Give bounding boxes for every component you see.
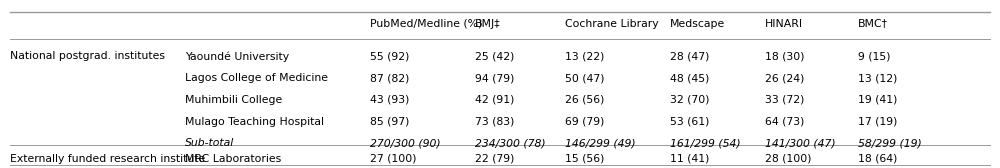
Text: 43 (93): 43 (93) <box>370 95 409 105</box>
Text: 28 (47): 28 (47) <box>670 51 709 61</box>
Text: Sub-total: Sub-total <box>185 138 234 148</box>
Text: 87 (82): 87 (82) <box>370 73 409 83</box>
Text: 48 (45): 48 (45) <box>670 73 709 83</box>
Text: 19 (41): 19 (41) <box>858 95 897 105</box>
Text: 18 (30): 18 (30) <box>765 51 804 61</box>
Text: 73 (83): 73 (83) <box>475 117 514 127</box>
Text: 50 (47): 50 (47) <box>565 73 604 83</box>
Text: 146/299 (49): 146/299 (49) <box>565 138 636 148</box>
Text: 13 (12): 13 (12) <box>858 73 897 83</box>
Text: 9 (15): 9 (15) <box>858 51 891 61</box>
Text: Muhimbili College: Muhimbili College <box>185 95 282 105</box>
Text: 15 (56): 15 (56) <box>565 154 604 164</box>
Text: Lagos College of Medicine: Lagos College of Medicine <box>185 73 328 83</box>
Text: 69 (79): 69 (79) <box>565 117 604 127</box>
Text: MRC Laboratories: MRC Laboratories <box>185 154 281 164</box>
Text: 26 (24): 26 (24) <box>765 73 804 83</box>
Text: Mulago Teaching Hospital: Mulago Teaching Hospital <box>185 117 324 127</box>
Text: Externally funded research institute: Externally funded research institute <box>10 154 205 164</box>
Text: 28 (100): 28 (100) <box>765 154 812 164</box>
Text: 270/300 (90): 270/300 (90) <box>370 138 441 148</box>
Text: Medscape: Medscape <box>670 18 725 29</box>
Text: BMC†: BMC† <box>858 18 888 29</box>
Text: Cochrane Library: Cochrane Library <box>565 18 659 29</box>
Text: 58/299 (19): 58/299 (19) <box>858 138 922 148</box>
Text: 17 (19): 17 (19) <box>858 117 897 127</box>
Text: 27 (100): 27 (100) <box>370 154 416 164</box>
Text: 11 (41): 11 (41) <box>670 154 709 164</box>
Text: 26 (56): 26 (56) <box>565 95 604 105</box>
Text: 94 (79): 94 (79) <box>475 73 514 83</box>
Text: 33 (72): 33 (72) <box>765 95 804 105</box>
Text: 161/299 (54): 161/299 (54) <box>670 138 741 148</box>
Text: Yaoundé University: Yaoundé University <box>185 51 289 61</box>
Text: 64 (73): 64 (73) <box>765 117 804 127</box>
Text: 25 (42): 25 (42) <box>475 51 514 61</box>
Text: 13 (22): 13 (22) <box>565 51 604 61</box>
Text: HINARI: HINARI <box>765 18 803 29</box>
Text: 22 (79): 22 (79) <box>475 154 514 164</box>
Text: 55 (92): 55 (92) <box>370 51 409 61</box>
Text: 18 (64): 18 (64) <box>858 154 897 164</box>
Text: 53 (61): 53 (61) <box>670 117 709 127</box>
Text: 141/300 (47): 141/300 (47) <box>765 138 836 148</box>
Text: BMJ‡: BMJ‡ <box>475 18 501 29</box>
Text: 234/300 (78): 234/300 (78) <box>475 138 546 148</box>
Text: PubMed/Medline (%): PubMed/Medline (%) <box>370 18 482 29</box>
Text: 32 (70): 32 (70) <box>670 95 710 105</box>
Text: National postgrad. institutes: National postgrad. institutes <box>10 51 165 61</box>
Text: 85 (97): 85 (97) <box>370 117 409 127</box>
Text: 42 (91): 42 (91) <box>475 95 514 105</box>
